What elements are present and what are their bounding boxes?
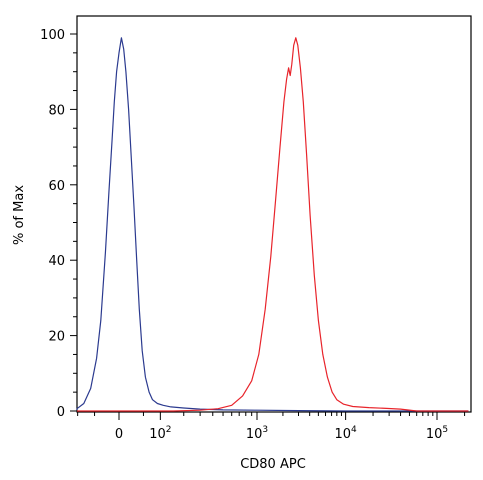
x-tick-label: 105 [426,425,448,442]
y-tick-label: 80 [48,103,65,118]
series-layer [76,37,469,412]
histogram-series-2 [77,37,469,412]
y-tick-label: 60 [48,179,65,194]
y-tick-label: 100 [40,28,65,43]
x-tick-label: 102 [149,425,171,442]
x-axis-title: CD80 APC [240,457,306,472]
y-axis-title: % of Max [12,185,27,245]
y-tick-label: 20 [48,330,65,345]
x-tick-label: 104 [334,425,357,442]
x-tick-label: 0 [115,427,123,442]
y-tick-label: 40 [48,254,65,269]
y-tick-label: 0 [57,405,65,420]
y-axis: 0 20 40 60 80 100 [40,28,77,420]
x-tick-label: 103 [246,425,268,442]
x-axis: 0 102 103 104 105 [77,412,466,442]
